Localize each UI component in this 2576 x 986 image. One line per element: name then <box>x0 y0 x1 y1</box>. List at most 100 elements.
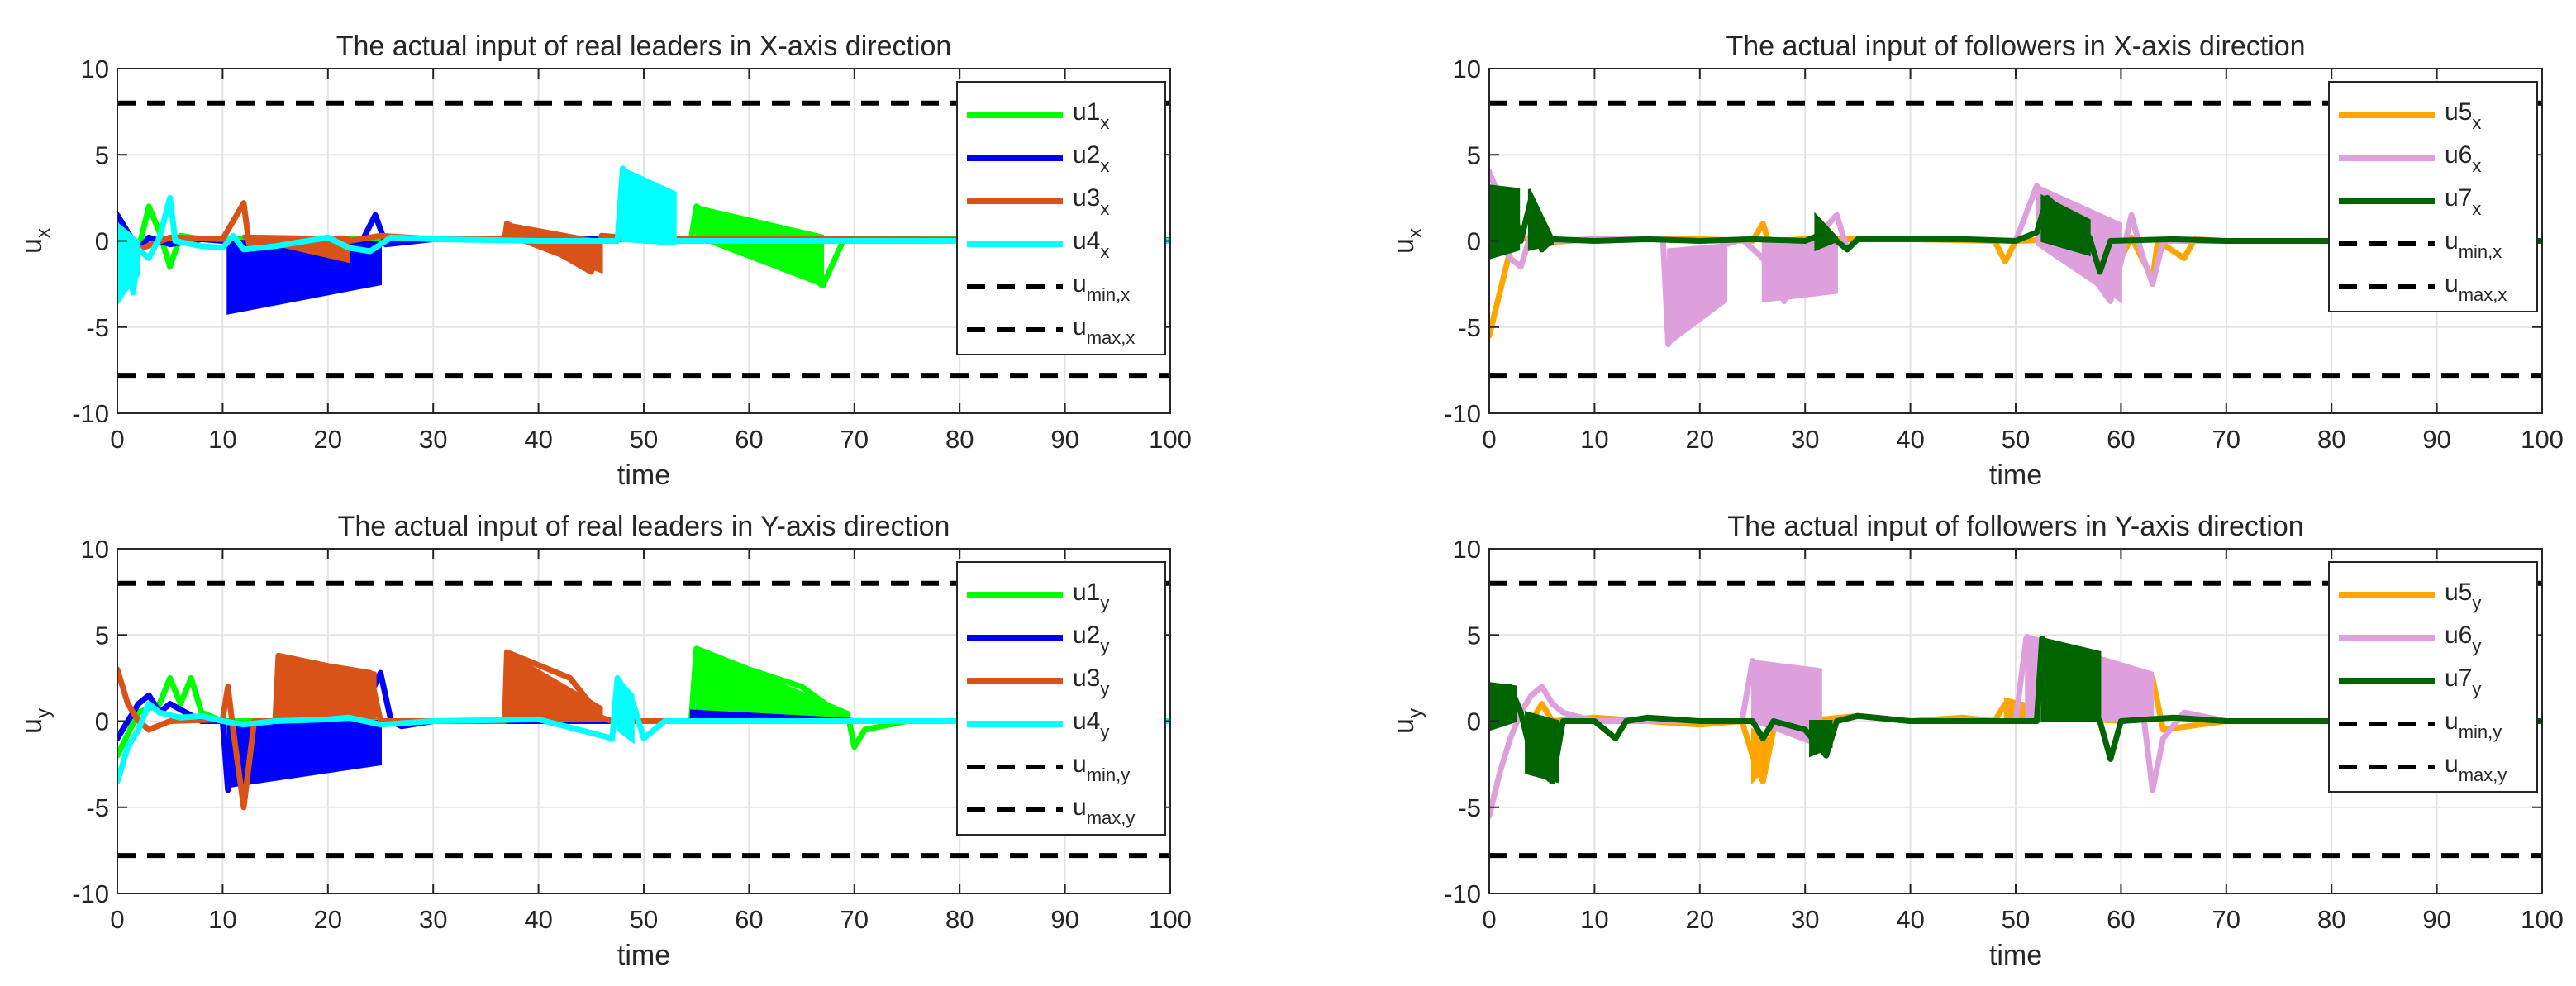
legend-entry-name: u1 <box>1073 579 1100 606</box>
tick-label-x: 100 <box>1149 425 1192 454</box>
tick-label-x: 0 <box>110 425 124 454</box>
legend-entry-subscript: x <box>1100 198 1109 219</box>
tick-label-y: -10 <box>72 399 109 428</box>
tick-label-y: -10 <box>72 879 109 908</box>
legend-entry-name: u3 <box>1073 184 1100 212</box>
legend-entry: u7y <box>2445 664 2481 699</box>
legend-entry-subscript: max,x <box>2459 284 2507 305</box>
legend-entry-name: u7 <box>2445 184 2472 212</box>
series-u4-x <box>117 165 1170 304</box>
chart-title: The actual input of real leaders in Y-ax… <box>338 511 950 542</box>
tick-label-y: 0 <box>95 707 109 736</box>
legend-entry: u6y <box>2445 622 2481 656</box>
tick-label-x: 30 <box>419 905 447 934</box>
tick-label-x: 40 <box>524 425 552 454</box>
legend-entry: u3x <box>1073 184 1109 219</box>
legend-entry-subscript: y <box>1100 722 1109 742</box>
series-line <box>1489 635 2542 819</box>
legend-entry-subscript: x <box>1100 155 1109 176</box>
legend-entry-name: u4 <box>1073 707 1100 735</box>
legend-entry: umax,x <box>1073 313 1135 348</box>
tick-label-x: 20 <box>1686 425 1714 454</box>
y-axis-label: ux <box>1388 228 1426 254</box>
tick-label-x: 70 <box>840 905 869 934</box>
tick-label-x: 40 <box>1896 905 1924 934</box>
tick-label-x: 60 <box>2107 905 2135 934</box>
legend-entry-subscript: min,x <box>2459 241 2502 262</box>
x-axis-label: time <box>617 940 670 971</box>
tick-label-x: 20 <box>314 905 342 934</box>
legend-entry-subscript: y <box>2472 593 2481 613</box>
chart-title: The actual input of followers in Y-axis … <box>1727 511 2303 542</box>
tick-label-x: 80 <box>945 425 974 454</box>
legend-entry-subscript: y <box>2472 636 2481 656</box>
tick-label-x: 50 <box>630 425 658 454</box>
legend-entry-name: u7 <box>2445 664 2472 692</box>
y-axis-label-subscript: x <box>1404 228 1426 238</box>
tick-label-y: 10 <box>81 55 109 83</box>
legend-entry-subscript: x <box>2472 198 2481 219</box>
series-oscillation-band <box>621 166 677 246</box>
series-oscillation-band <box>2040 193 2091 257</box>
tick-label-y: 5 <box>1467 141 1481 169</box>
tick-label-y: 5 <box>95 141 109 169</box>
legend-entry-name: u <box>1073 793 1087 821</box>
legend-entry-subscript: y <box>1100 593 1109 613</box>
legend-box <box>956 81 1166 355</box>
chart-title: The actual input of real leaders in X-ax… <box>336 31 952 62</box>
legend-entry-name: u2 <box>1073 141 1100 169</box>
tick-label-x: 80 <box>2317 425 2345 454</box>
legend-entry-subscript: y <box>1100 636 1109 656</box>
legend-entry: u1x <box>1073 98 1109 133</box>
legend-entry: u7x <box>2445 184 2481 219</box>
tick-label-x: 100 <box>1149 905 1192 934</box>
legend-entry-name: u <box>1073 313 1087 341</box>
tick-label-y: 10 <box>1453 55 1481 83</box>
legend-entry: u5y <box>2445 579 2481 613</box>
chart-title: The actual input of followers in X-axis … <box>1726 31 2305 62</box>
y-axis-label-base: u <box>17 718 48 734</box>
tick-label-x: 50 <box>630 905 658 934</box>
legend-entry: u4x <box>1073 227 1109 262</box>
legend-entry-name: u4 <box>1073 227 1100 255</box>
legend-entry-name: u <box>1073 270 1087 298</box>
legend-entry: u2y <box>1073 622 1109 656</box>
series-line <box>117 674 1170 784</box>
tick-label-y: 5 <box>95 621 109 650</box>
series-line <box>1489 189 2542 275</box>
tick-label-x: 0 <box>1482 905 1496 934</box>
series-u7-y <box>1489 635 2542 784</box>
tick-label-y: 0 <box>1467 707 1481 736</box>
tick-label-x: 50 <box>2002 425 2030 454</box>
tick-label-y: 10 <box>81 535 109 564</box>
tick-label-y: 10 <box>1453 535 1481 564</box>
legend-entry-name: u2 <box>1073 622 1100 649</box>
legend-entry: umax,x <box>2445 270 2507 305</box>
tick-label-x: 30 <box>1791 425 1819 454</box>
tick-label-x: 40 <box>524 905 552 934</box>
legend-entry: umax,y <box>1073 793 1135 828</box>
tick-label-x: 60 <box>735 425 763 454</box>
legend-entry-name: u5 <box>2445 98 2472 126</box>
tick-label-x: 90 <box>1050 905 1078 934</box>
legend-box <box>2328 561 2538 793</box>
legend-entry: umin,x <box>2445 227 2502 262</box>
tick-label-x: 10 <box>1580 905 1608 934</box>
legend-entry: u2x <box>1073 141 1109 176</box>
legend-entry: umax,y <box>2445 750 2507 785</box>
legend-entry: u6x <box>2445 141 2481 176</box>
tick-label-x: 10 <box>208 905 236 934</box>
x-axis-label: time <box>1989 460 2042 491</box>
y-axis-label-subscript: x <box>32 228 55 238</box>
legend-entry-subscript: max,y <box>1087 807 1136 828</box>
y-axis-label: uy <box>17 708 55 734</box>
legend-entry-subscript: max,x <box>1087 327 1136 348</box>
legend-entry-name: u <box>2445 227 2459 255</box>
tick-label-y: 5 <box>1467 621 1481 650</box>
legend-entry-name: u <box>2445 270 2459 298</box>
